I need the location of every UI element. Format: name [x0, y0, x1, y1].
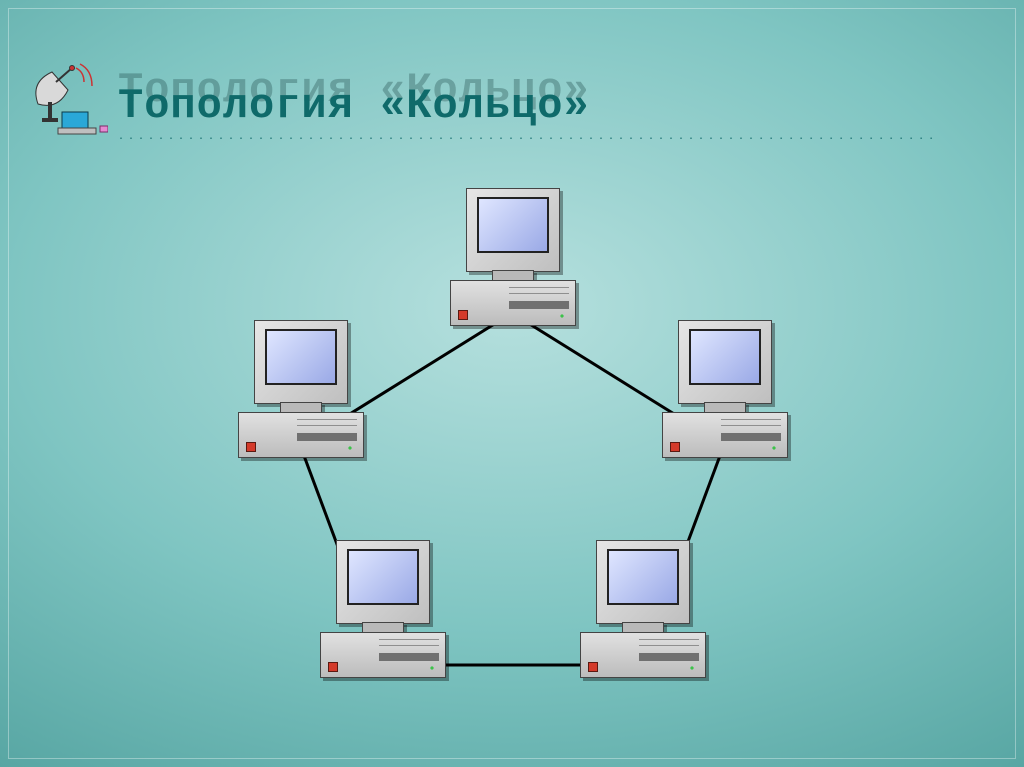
monitor-icon	[254, 320, 348, 404]
monitor-icon	[678, 320, 772, 404]
mouse-icon	[100, 126, 108, 132]
screen	[347, 549, 419, 605]
screen	[689, 329, 761, 385]
computer-node	[312, 540, 452, 700]
screen	[607, 549, 679, 605]
monitor-icon	[336, 540, 430, 624]
computer-node	[654, 320, 794, 480]
slide: Топология «Кольцо» Топология «Кольцо» ..…	[0, 0, 1024, 767]
tower-icon	[450, 280, 576, 326]
screen	[477, 197, 549, 253]
monitor-icon	[596, 540, 690, 624]
page-title: Топология «Кольцо»	[118, 82, 590, 130]
computer-node	[442, 188, 582, 348]
monitor-icon	[466, 188, 560, 272]
tower-icon	[320, 632, 446, 678]
screen	[265, 329, 337, 385]
tower-icon	[238, 412, 364, 458]
satellite-dish-icon	[28, 60, 108, 140]
tower-icon	[580, 632, 706, 678]
computer-node	[230, 320, 370, 480]
computer-node	[572, 540, 712, 700]
tower-icon	[662, 412, 788, 458]
laptop-icon	[58, 112, 108, 134]
divider-dots: ........................................…	[118, 132, 938, 140]
